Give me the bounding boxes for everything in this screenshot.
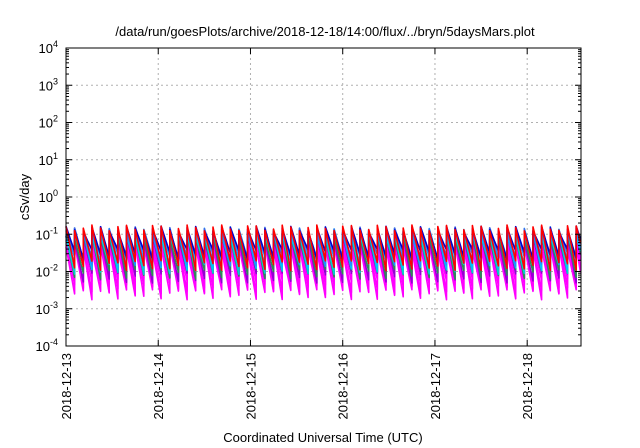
x-axis-label: Coordinated Universal Time (UTC) xyxy=(223,430,422,445)
y-tick-label: 102 xyxy=(39,114,58,131)
y-tick-exponent: 3 xyxy=(53,76,58,86)
y-axis-label: cSv/day xyxy=(17,173,32,220)
y-tick-label: 10-4 xyxy=(36,337,58,354)
series-group xyxy=(65,224,582,301)
x-tick-label: 2018-12-14 xyxy=(151,353,166,420)
y-tick-exponent: -4 xyxy=(50,337,58,347)
series-line xyxy=(65,224,582,272)
y-tick-exponent: 2 xyxy=(53,114,58,124)
x-tick-label: 2018-12-18 xyxy=(520,353,535,420)
y-tick-label: 104 xyxy=(39,39,58,56)
y-tick-label: 103 xyxy=(39,76,58,93)
chart-title: /data/run/goesPlots/archive/2018-12-18/1… xyxy=(115,24,535,39)
y-tick-label: 10-3 xyxy=(36,300,58,317)
x-tick-label: 2018-12-17 xyxy=(428,353,443,420)
y-tick-label: 100 xyxy=(39,188,58,205)
y-tick-exponent: 1 xyxy=(53,151,58,161)
y-tick-exponent: -3 xyxy=(50,300,58,310)
x-tick-label: 2018-12-15 xyxy=(243,353,258,420)
y-tick-exponent: 0 xyxy=(53,188,58,198)
y-tick-label: 10-1 xyxy=(36,225,58,242)
x-tick-label: 2018-12-16 xyxy=(336,353,351,420)
y-tick-exponent: -1 xyxy=(50,225,58,235)
y-tick-exponent: -2 xyxy=(50,263,58,273)
y-tick-label: 101 xyxy=(39,151,58,168)
grid xyxy=(66,48,581,346)
y-tick-exponent: 4 xyxy=(53,39,58,49)
plot-frame xyxy=(65,47,582,347)
y-tick-label: 10-2 xyxy=(36,263,58,280)
x-axis: 2018-12-13 2018-12-14 2018-12-15 2018-12-16… xyxy=(59,48,535,420)
x-tick-label: 2018-12-13 xyxy=(59,353,74,420)
